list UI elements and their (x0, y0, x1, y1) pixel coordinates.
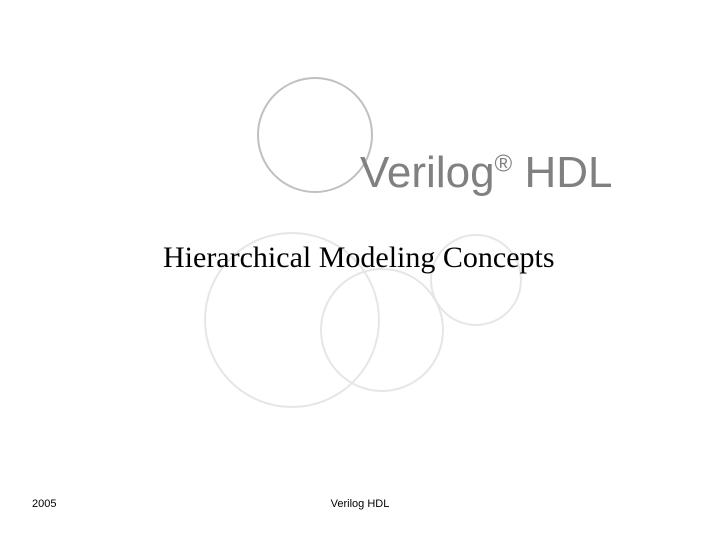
slide-title: Verilog® HDL (360, 148, 612, 198)
circle-1 (257, 77, 373, 193)
title-main: Verilog (360, 148, 495, 197)
footer-title: Verilog HDL (0, 498, 720, 510)
circle-3 (320, 268, 444, 392)
title-sup: ® (495, 150, 513, 177)
title-tail: HDL (512, 148, 612, 197)
slide-subtitle: Hierarchical Modeling Concepts (163, 241, 555, 275)
slide: Verilog® HDL Hierarchical Modeling Conce… (0, 0, 720, 540)
